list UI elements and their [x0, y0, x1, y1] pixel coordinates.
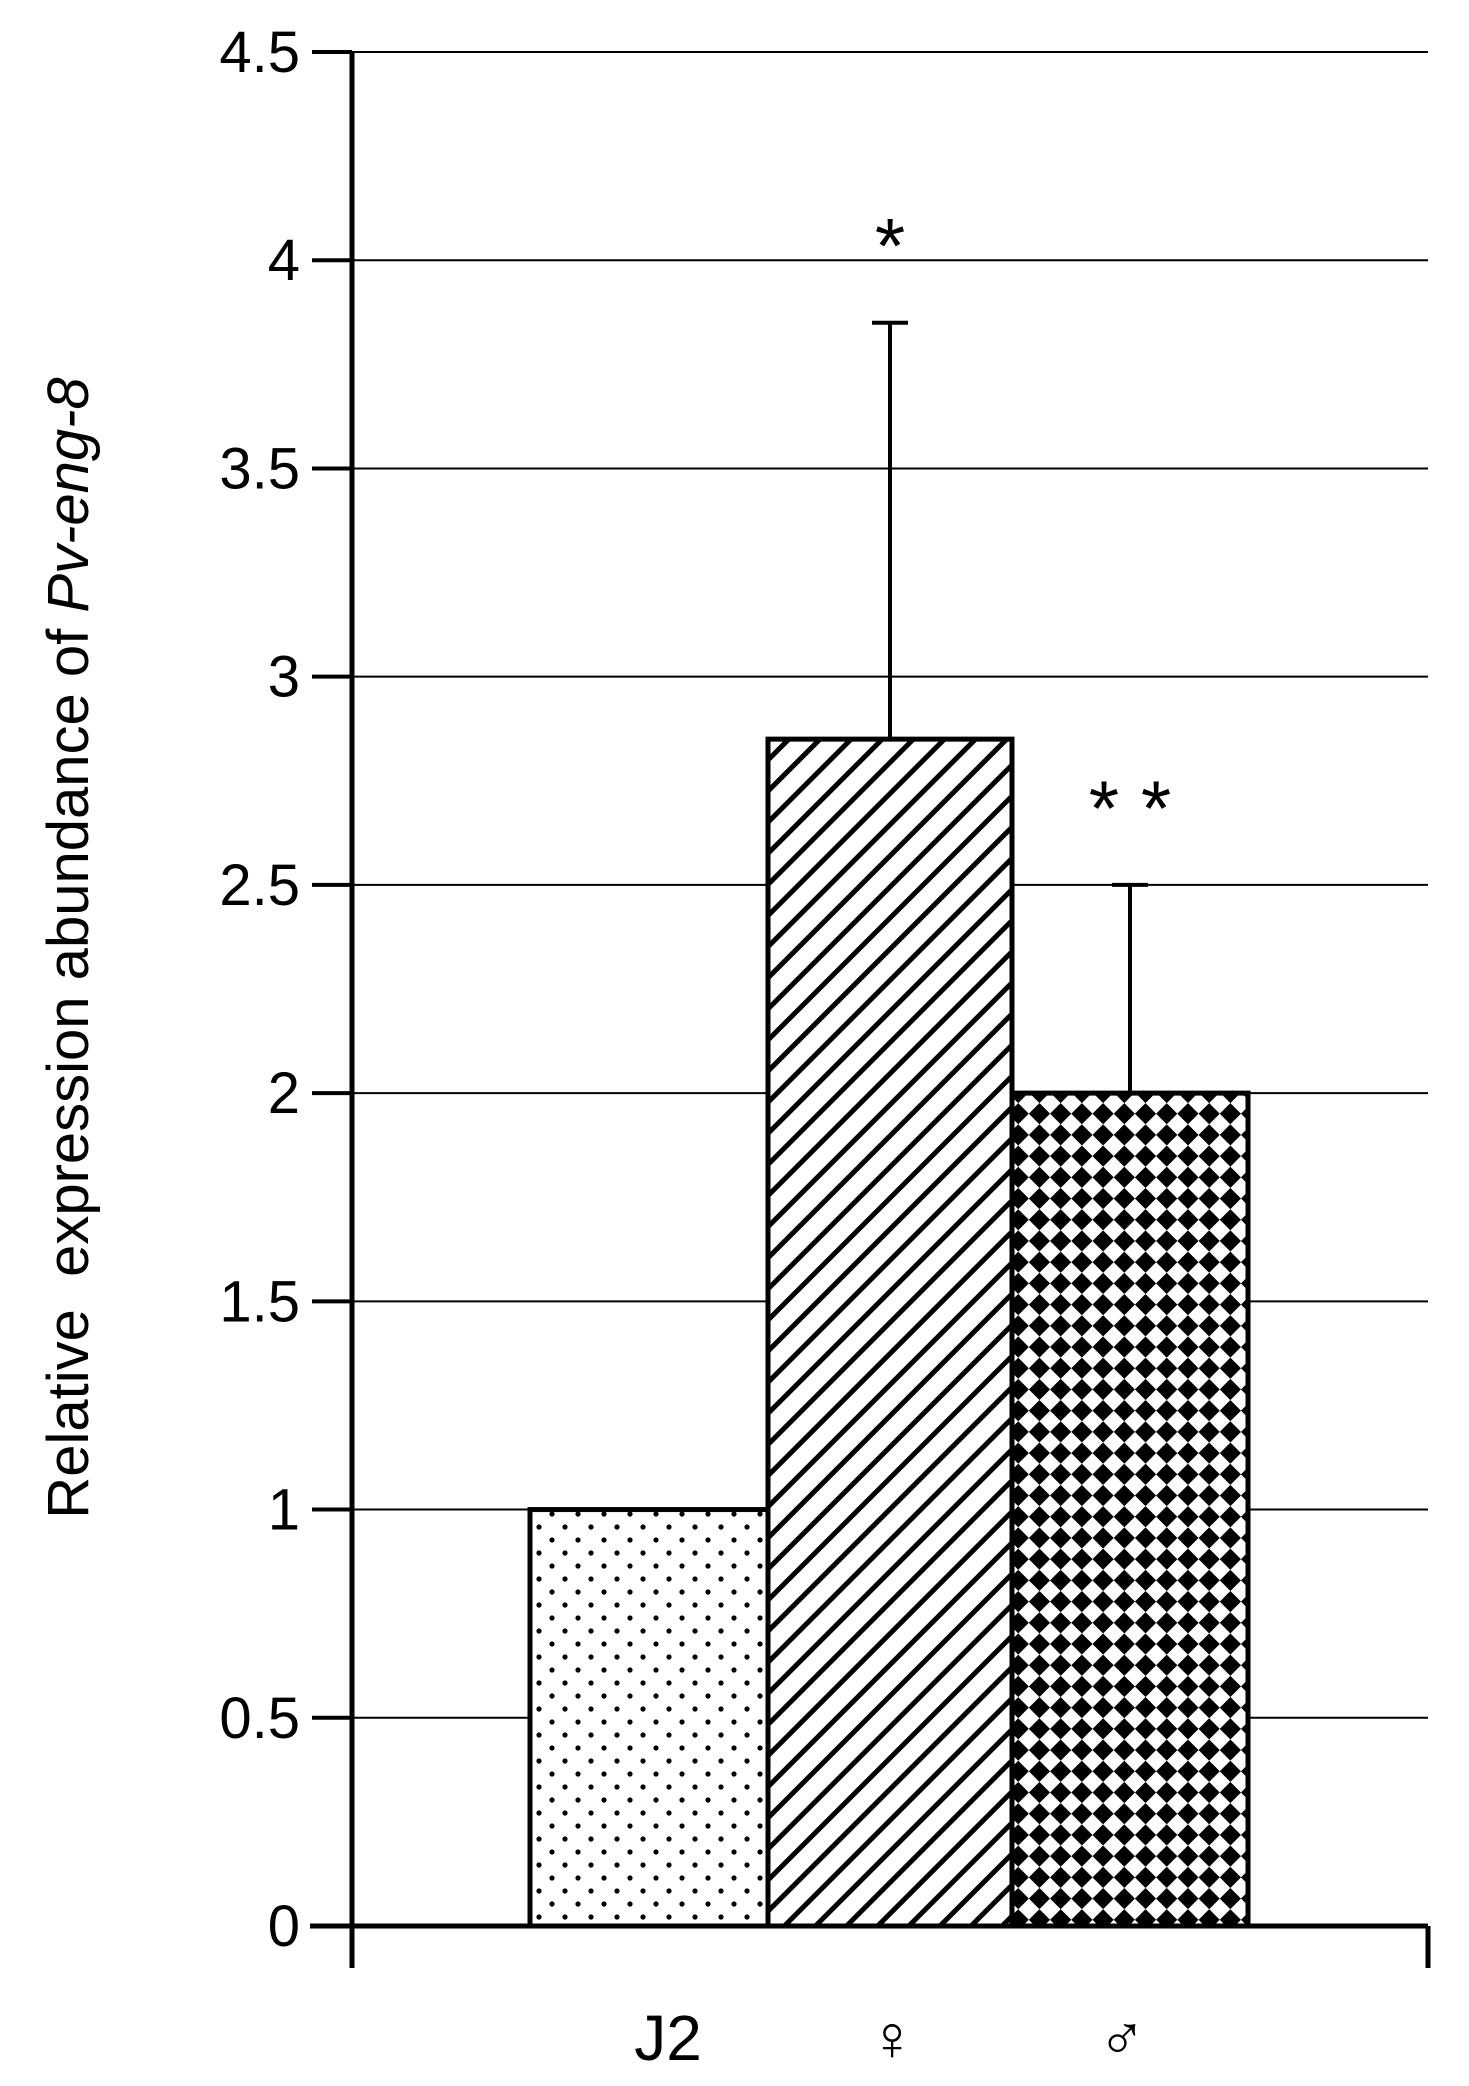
bar-3: [1009, 1090, 1251, 1929]
y-axis-label-text: Relative expression abundance of: [36, 613, 101, 1519]
y-tick-label: 2: [268, 1061, 300, 1126]
significance-marker: *: [875, 202, 905, 290]
bars: [527, 320, 1251, 1929]
y-axis-label: Relative expression abundance of Pv-eng-…: [36, 377, 101, 1518]
y-tick-label: 0.5: [219, 1686, 300, 1751]
x-category-label: ♀: [868, 2002, 916, 2074]
significance-marker: * *: [1089, 764, 1171, 852]
y-tick-label: 2.5: [219, 853, 300, 918]
y-tick-label: 1.5: [219, 1269, 300, 1334]
y-tick-label: 4: [268, 228, 300, 293]
labels: * * * 0 0.5 1 1.5 2 2.5 3 3.5 4 4.5 J2 ♀ ♂ Relative exp…: [36, 20, 1171, 2074]
x-category-label: J2: [634, 2002, 702, 2074]
bar-1: [527, 1507, 771, 1929]
y-tick-label: 3.5: [219, 436, 300, 501]
y-axis-label-gene: Pv-eng-8: [36, 377, 101, 612]
y-tick-label: 0: [268, 1894, 300, 1959]
y-tick-label: 3: [268, 645, 300, 710]
axes: [310, 50, 1431, 1968]
bar-2: [765, 736, 1015, 1929]
x-category-label: ♂: [1098, 2002, 1146, 2074]
y-tick-label: 1: [268, 1478, 300, 1543]
y-tick-label: 4.5: [219, 20, 300, 85]
